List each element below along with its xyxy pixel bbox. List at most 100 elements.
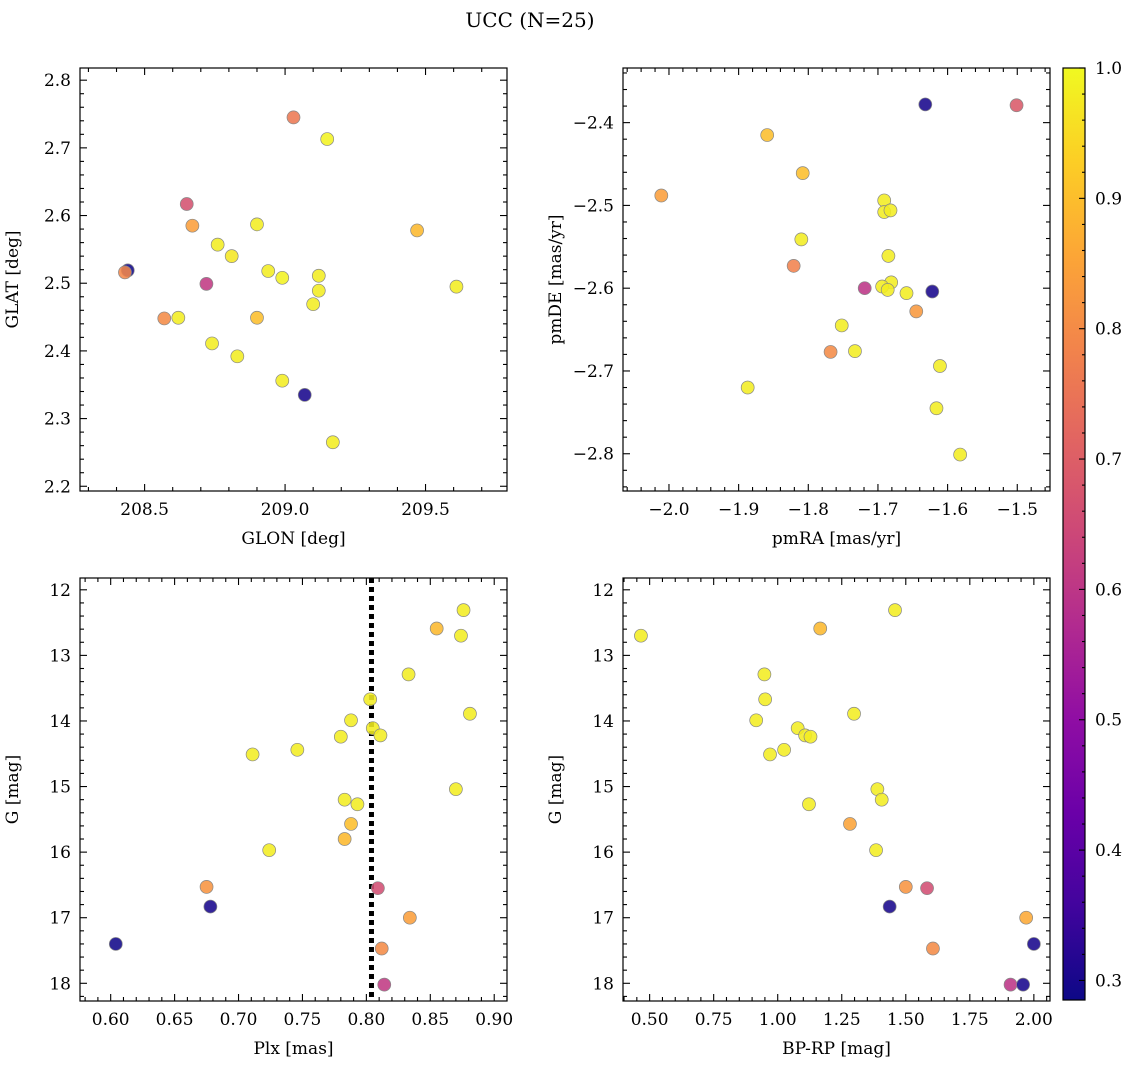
data-point bbox=[297, 388, 312, 402]
y-tick-label: 17 bbox=[49, 909, 71, 929]
data-point bbox=[118, 265, 132, 280]
y-tick-label: 15 bbox=[49, 778, 71, 798]
data-points bbox=[634, 603, 1041, 992]
data-point bbox=[224, 249, 239, 264]
plot-frame bbox=[79, 577, 508, 1002]
y-tick-label: 2.5 bbox=[44, 274, 71, 294]
data-point bbox=[634, 628, 648, 643]
data-point bbox=[320, 132, 335, 146]
scatter-panels: 208.5 209.0 209.5 2.2 2.3 2.4 2.5 2.6 2.7 2.8 GLON… bbox=[3, 67, 1053, 1059]
data-points bbox=[108, 603, 477, 992]
x-tick-label: −1.5 bbox=[997, 500, 1038, 520]
x-tick-label: 209.5 bbox=[401, 500, 450, 520]
data-point bbox=[843, 817, 857, 831]
data-point bbox=[881, 249, 896, 263]
colorbar-tick-label: 1.0 bbox=[1095, 59, 1122, 79]
data-point bbox=[882, 899, 897, 914]
x-tick-label: 0.75 bbox=[695, 1010, 733, 1030]
data-point bbox=[823, 345, 838, 359]
data-point bbox=[857, 281, 872, 296]
data-point bbox=[171, 310, 186, 325]
panel-pmra-pmde: −2.0 −1.9 −1.8 −1.7 −1.6 −1.5 −2.8 −2.7 −2.6 −2.5… bbox=[546, 67, 1051, 549]
colorbar-tick-label: 0.7 bbox=[1095, 450, 1122, 470]
plot-frame bbox=[622, 577, 1051, 1002]
x-tick-label: 1.00 bbox=[759, 1010, 797, 1030]
data-point bbox=[918, 97, 933, 112]
colorbar-tick-label: 0.4 bbox=[1095, 841, 1122, 861]
axis-ticks bbox=[80, 68, 507, 491]
data-point bbox=[794, 232, 809, 247]
x-axis-label: Plx [mas] bbox=[253, 1039, 333, 1059]
x-tick-label: 0.60 bbox=[92, 1010, 130, 1030]
x-tick-label: 0.50 bbox=[631, 1010, 669, 1030]
data-point bbox=[325, 435, 340, 450]
data-point bbox=[1003, 977, 1018, 992]
y-tick-label: −2.6 bbox=[573, 279, 614, 299]
data-point bbox=[230, 349, 245, 364]
data-point bbox=[909, 304, 924, 319]
data-point bbox=[757, 667, 772, 682]
panel-plx-g: 0.60 0.65 0.70 0.75 0.80 0.85 0.90 12 13 14 15 16 17… bbox=[3, 577, 513, 1059]
y-tick-label: 2.4 bbox=[44, 342, 71, 362]
colorbar: 0.3 0.4 0.5 0.6 0.7 0.8 0.9 1.0 bbox=[1062, 59, 1122, 1001]
data-point bbox=[1016, 977, 1030, 992]
x-tick-label: 0.80 bbox=[347, 1010, 385, 1030]
y-axis-label: G [mag] bbox=[3, 755, 23, 824]
data-point bbox=[108, 937, 123, 951]
x-axis-label: pmRA [mas/yr] bbox=[772, 529, 901, 549]
data-point bbox=[275, 270, 290, 285]
data-points bbox=[118, 110, 464, 450]
y-tick-label: 15 bbox=[592, 778, 614, 798]
panel-glon-glat: 208.5 209.0 209.5 2.2 2.3 2.4 2.5 2.6 2.7 2.8 GLON… bbox=[3, 67, 508, 549]
x-tick-label: 0.70 bbox=[220, 1010, 258, 1030]
data-point bbox=[834, 318, 849, 333]
data-point bbox=[262, 843, 277, 858]
figure-title: UCC (N=25) bbox=[465, 8, 594, 32]
data-point bbox=[898, 880, 913, 894]
data-point bbox=[205, 336, 219, 351]
data-point bbox=[786, 258, 801, 273]
y-axis-label: G [mag] bbox=[546, 755, 566, 824]
x-tick-label: 0.65 bbox=[156, 1010, 194, 1030]
data-point bbox=[463, 706, 477, 721]
data-point bbox=[1019, 910, 1034, 925]
data-point bbox=[275, 373, 290, 388]
data-point bbox=[290, 742, 305, 757]
data-point bbox=[363, 692, 378, 707]
x-tick-label: 2.00 bbox=[1015, 1010, 1053, 1030]
x-tick-label: 0.85 bbox=[411, 1010, 449, 1030]
y-tick-label: 2.7 bbox=[44, 139, 71, 159]
y-tick-label: 12 bbox=[592, 581, 614, 601]
data-point bbox=[953, 447, 967, 462]
data-point bbox=[874, 792, 889, 807]
data-point bbox=[203, 899, 218, 914]
data-point bbox=[250, 217, 264, 232]
data-point bbox=[311, 268, 326, 283]
axis-ticks bbox=[80, 578, 508, 1001]
data-point bbox=[888, 603, 902, 617]
data-point bbox=[306, 297, 321, 312]
data-point bbox=[926, 941, 940, 956]
y-tick-label: −2.7 bbox=[573, 362, 614, 382]
x-tick-label: 1.75 bbox=[951, 1010, 989, 1030]
data-point bbox=[449, 279, 464, 294]
data-point bbox=[760, 128, 775, 142]
data-point bbox=[377, 977, 392, 992]
data-point bbox=[899, 286, 914, 301]
data-point bbox=[410, 223, 424, 238]
data-point bbox=[373, 728, 388, 743]
data-point bbox=[199, 880, 214, 894]
data-point bbox=[925, 284, 940, 299]
data-point bbox=[795, 166, 810, 180]
axis-ticks bbox=[623, 68, 1050, 491]
data-point bbox=[429, 621, 444, 636]
x-tick-label: 209.0 bbox=[261, 500, 310, 520]
data-point bbox=[157, 311, 172, 326]
y-tick-label: 18 bbox=[592, 974, 614, 994]
data-point bbox=[813, 621, 828, 636]
y-tick-label: 14 bbox=[49, 712, 71, 732]
data-point bbox=[883, 203, 898, 218]
data-point bbox=[344, 817, 358, 831]
data-point bbox=[933, 359, 947, 373]
